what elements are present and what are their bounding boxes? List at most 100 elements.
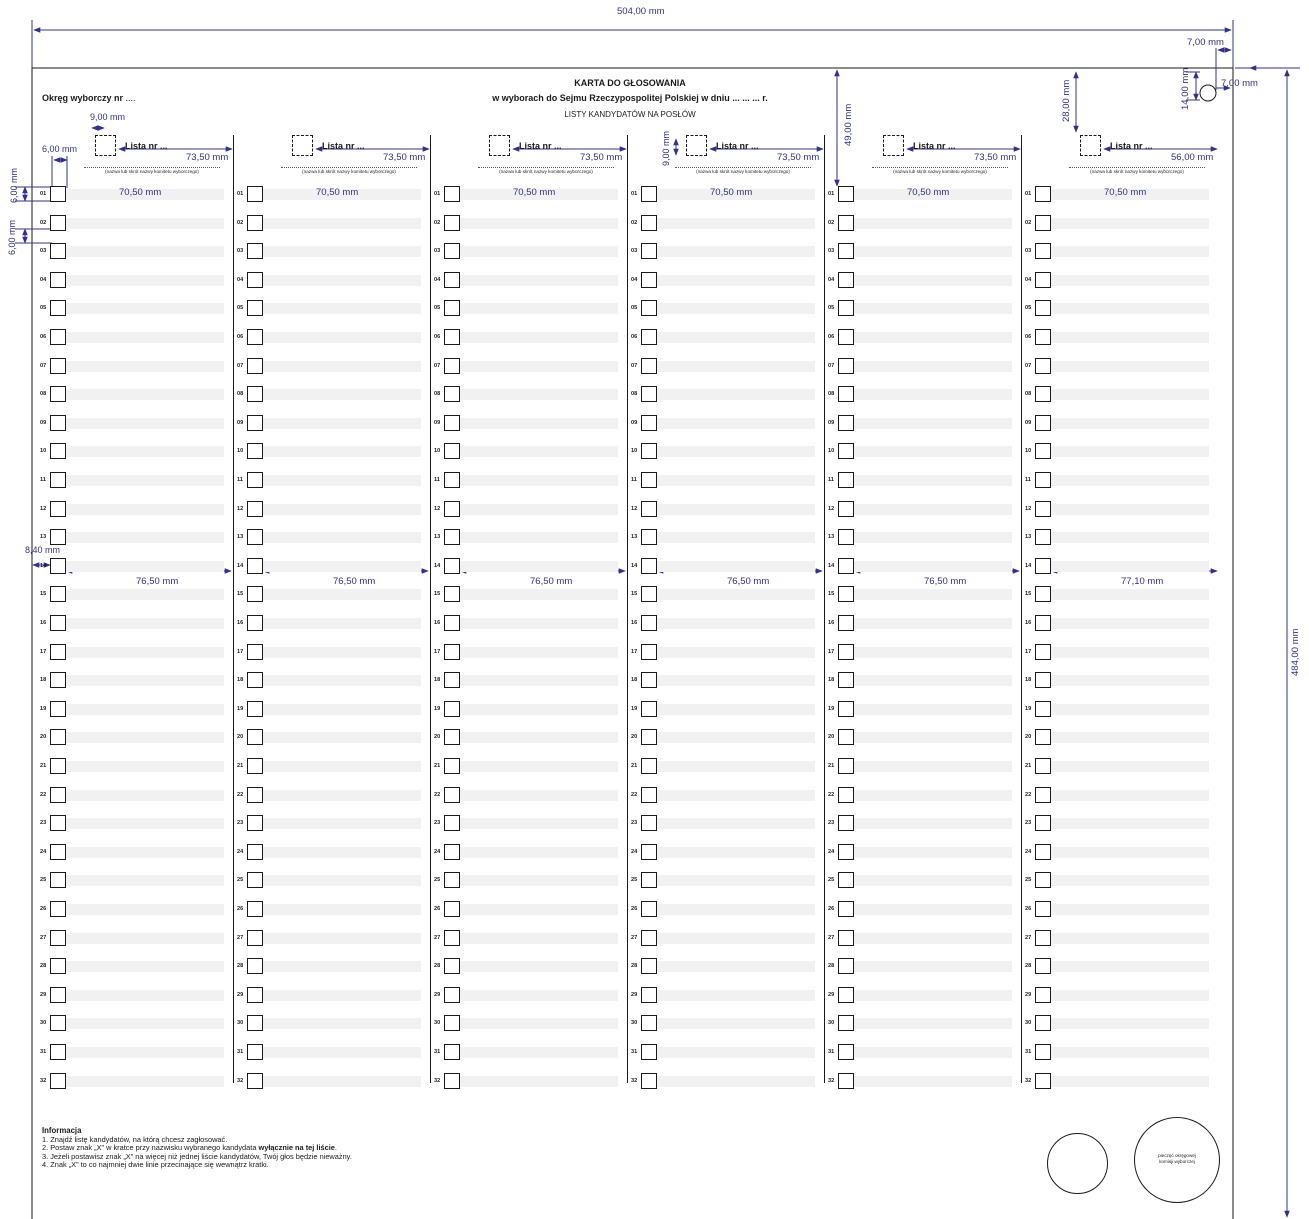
vote-checkbox[interactable] (444, 729, 460, 746)
vote-checkbox[interactable] (641, 443, 657, 460)
vote-checkbox[interactable] (1035, 557, 1051, 574)
vote-checkbox[interactable] (1035, 586, 1051, 603)
vote-checkbox[interactable] (50, 443, 66, 460)
vote-checkbox[interactable] (1035, 329, 1051, 345)
vote-checkbox[interactable] (247, 271, 263, 288)
vote-checkbox[interactable] (1035, 815, 1051, 832)
vote-checkbox[interactable] (641, 729, 657, 746)
vote-checkbox[interactable] (641, 786, 657, 803)
vote-checkbox[interactable] (641, 643, 657, 660)
vote-checkbox[interactable] (838, 414, 854, 431)
vote-checkbox[interactable] (838, 243, 854, 260)
vote-checkbox[interactable] (1035, 386, 1051, 403)
vote-checkbox[interactable] (641, 843, 657, 860)
vote-checkbox[interactable] (1035, 214, 1051, 231)
vote-checkbox[interactable] (50, 986, 66, 1003)
vote-checkbox[interactable] (838, 386, 854, 403)
vote-checkbox[interactable] (50, 615, 66, 631)
vote-checkbox[interactable] (247, 929, 263, 946)
vote-checkbox[interactable] (1035, 615, 1051, 631)
vote-checkbox[interactable] (641, 414, 657, 431)
vote-checkbox[interactable] (641, 214, 657, 231)
vote-checkbox[interactable] (444, 329, 460, 345)
vote-checkbox[interactable] (444, 1044, 460, 1060)
vote-checkbox[interactable] (444, 557, 460, 574)
vote-checkbox[interactable] (1035, 929, 1051, 946)
vote-checkbox[interactable] (50, 271, 66, 288)
vote-checkbox[interactable] (641, 472, 657, 488)
vote-checkbox[interactable] (247, 1015, 263, 1032)
vote-checkbox[interactable] (838, 500, 854, 517)
vote-checkbox[interactable] (838, 929, 854, 946)
vote-checkbox[interactable] (838, 786, 854, 803)
vote-checkbox[interactable] (247, 243, 263, 260)
vote-checkbox[interactable] (50, 1015, 66, 1032)
vote-checkbox[interactable] (838, 300, 854, 317)
vote-checkbox[interactable] (444, 414, 460, 431)
vote-checkbox[interactable] (444, 815, 460, 832)
vote-checkbox[interactable] (444, 958, 460, 975)
vote-checkbox[interactable] (641, 300, 657, 317)
vote-checkbox[interactable] (444, 443, 460, 460)
vote-checkbox[interactable] (50, 214, 66, 231)
vote-checkbox[interactable] (641, 1015, 657, 1032)
vote-checkbox[interactable] (838, 986, 854, 1003)
vote-checkbox[interactable] (838, 271, 854, 288)
list-number-box[interactable] (489, 135, 510, 156)
vote-checkbox[interactable] (641, 700, 657, 717)
vote-checkbox[interactable] (50, 357, 66, 374)
vote-checkbox[interactable] (444, 271, 460, 288)
vote-checkbox[interactable] (1035, 529, 1051, 546)
list-number-box[interactable] (686, 135, 707, 156)
vote-checkbox[interactable] (247, 643, 263, 660)
vote-checkbox[interactable] (1035, 243, 1051, 260)
vote-checkbox[interactable] (247, 529, 263, 546)
list-number-box[interactable] (1080, 135, 1101, 156)
vote-checkbox[interactable] (1035, 700, 1051, 717)
vote-checkbox[interactable] (838, 672, 854, 689)
vote-checkbox[interactable] (1035, 1072, 1051, 1089)
vote-checkbox[interactable] (641, 929, 657, 946)
vote-checkbox[interactable] (50, 958, 66, 975)
vote-checkbox[interactable] (838, 529, 854, 546)
vote-checkbox[interactable] (247, 214, 263, 231)
vote-checkbox[interactable] (247, 186, 263, 202)
vote-checkbox[interactable] (50, 901, 66, 917)
vote-checkbox[interactable] (1035, 901, 1051, 917)
vote-checkbox[interactable] (444, 357, 460, 374)
vote-checkbox[interactable] (247, 1044, 263, 1060)
vote-checkbox[interactable] (1035, 357, 1051, 374)
vote-checkbox[interactable] (444, 986, 460, 1003)
vote-checkbox[interactable] (838, 729, 854, 746)
vote-checkbox[interactable] (444, 1015, 460, 1032)
vote-checkbox[interactable] (247, 672, 263, 689)
vote-checkbox[interactable] (444, 500, 460, 517)
list-number-box[interactable] (95, 135, 116, 156)
vote-checkbox[interactable] (838, 472, 854, 488)
vote-checkbox[interactable] (838, 443, 854, 460)
vote-checkbox[interactable] (50, 643, 66, 660)
vote-checkbox[interactable] (444, 1072, 460, 1089)
vote-checkbox[interactable] (247, 615, 263, 631)
vote-checkbox[interactable] (1035, 986, 1051, 1003)
vote-checkbox[interactable] (50, 786, 66, 803)
vote-checkbox[interactable] (247, 815, 263, 832)
vote-checkbox[interactable] (444, 843, 460, 860)
vote-checkbox[interactable] (50, 1072, 66, 1089)
vote-checkbox[interactable] (641, 529, 657, 546)
vote-checkbox[interactable] (50, 186, 66, 202)
vote-checkbox[interactable] (1035, 186, 1051, 202)
vote-checkbox[interactable] (247, 557, 263, 574)
vote-checkbox[interactable] (641, 243, 657, 260)
vote-checkbox[interactable] (641, 357, 657, 374)
vote-checkbox[interactable] (50, 700, 66, 717)
vote-checkbox[interactable] (641, 958, 657, 975)
vote-checkbox[interactable] (247, 357, 263, 374)
vote-checkbox[interactable] (838, 1015, 854, 1032)
vote-checkbox[interactable] (641, 586, 657, 603)
vote-checkbox[interactable] (247, 500, 263, 517)
vote-checkbox[interactable] (1035, 500, 1051, 517)
vote-checkbox[interactable] (641, 986, 657, 1003)
vote-checkbox[interactable] (1035, 729, 1051, 746)
vote-checkbox[interactable] (247, 986, 263, 1003)
